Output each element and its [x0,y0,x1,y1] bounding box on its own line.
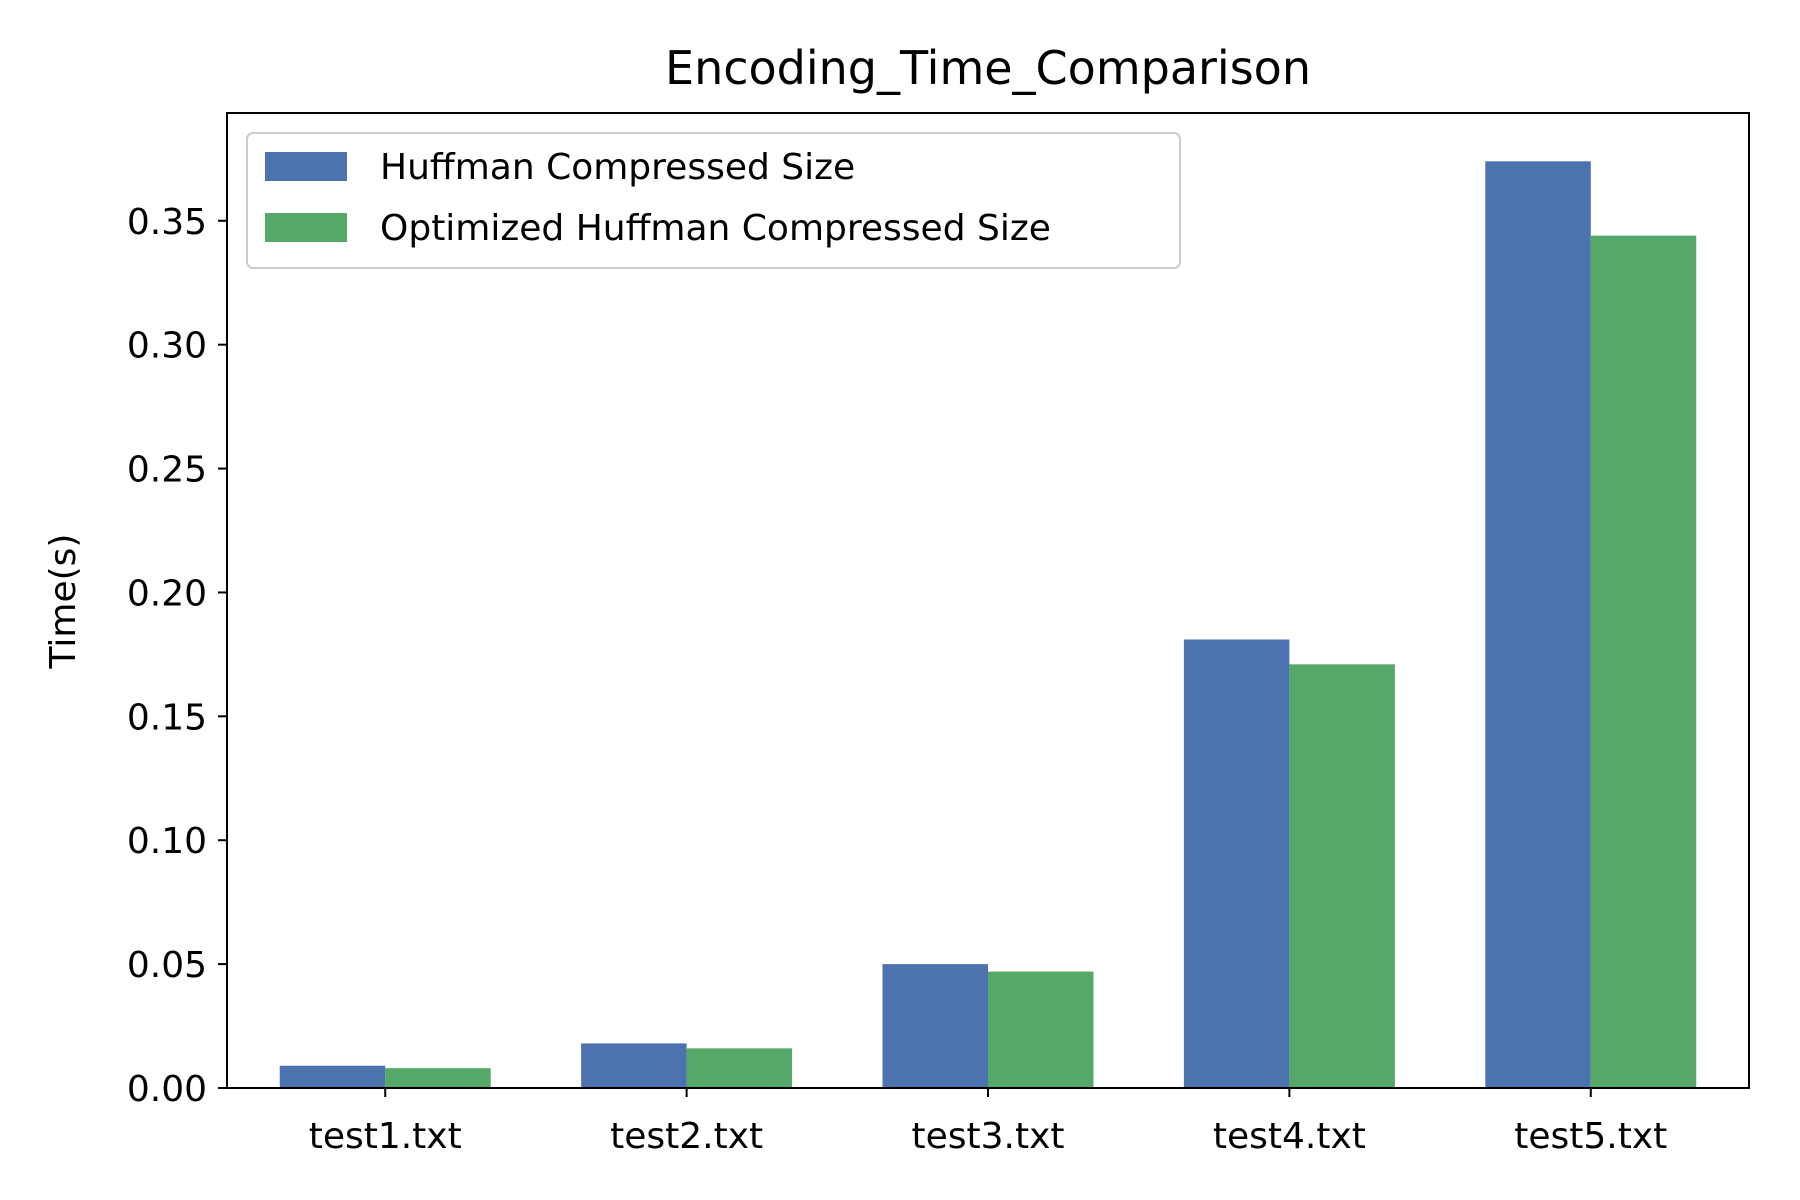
bar-huffman-test4-txt [1183,639,1290,1088]
y-tick-label: 0.35 [127,202,207,243]
bar-huffman-test2-txt [581,1043,687,1088]
legend-label-optimized-huffman: Optimized Huffman Compressed Size [380,208,1051,249]
bar-optimized-huffman-test3-txt [988,971,1094,1088]
y-tick-label: 0.05 [127,945,207,986]
y-tick-label: 0.25 [127,450,207,491]
bar-huffman-test5-txt [1485,161,1591,1088]
bar-huffman-test1-txt [279,1065,386,1088]
bars-group [279,161,1697,1088]
y-tick-label: 0.20 [127,573,207,614]
y-tick-label: 0.15 [127,697,207,738]
x-tick-label: test3.txt [911,1116,1064,1157]
legend-swatch-optimized-huffman [265,213,347,242]
legend: Huffman Compressed Size Optimized Huffma… [246,132,1181,269]
y-tick-label: 0.30 [127,326,207,367]
y-tick-label: 0.00 [127,1069,207,1110]
y-axis-label: Time(s) [43,534,84,670]
x-tick-label: test5.txt [1514,1116,1667,1157]
x-tick-label: test4.txt [1213,1116,1366,1157]
legend-swatch-huffman [265,152,347,181]
bar-optimized-huffman-test5-txt [1590,235,1697,1088]
y-tick-label: 0.10 [127,821,207,862]
legend-box [246,132,1181,269]
y-axis: 0.00 0.05 0.10 0.15 0.20 0.25 0.30 0.35 [127,202,227,1110]
x-axis: test1.txt test2.txt test3.txt test4.txt test… [309,1088,1667,1157]
bar-huffman-test3-txt [882,964,988,1088]
chart-title: Encoding_Time_Comparison [665,41,1311,95]
x-tick-label: test1.txt [309,1116,462,1157]
legend-label-huffman: Huffman Compressed Size [380,147,855,188]
bar-optimized-huffman-test1-txt [385,1068,491,1088]
x-tick-label: test2.txt [610,1116,763,1157]
bar-optimized-huffman-test2-txt [686,1048,793,1088]
bar-optimized-huffman-test4-txt [1289,664,1395,1088]
